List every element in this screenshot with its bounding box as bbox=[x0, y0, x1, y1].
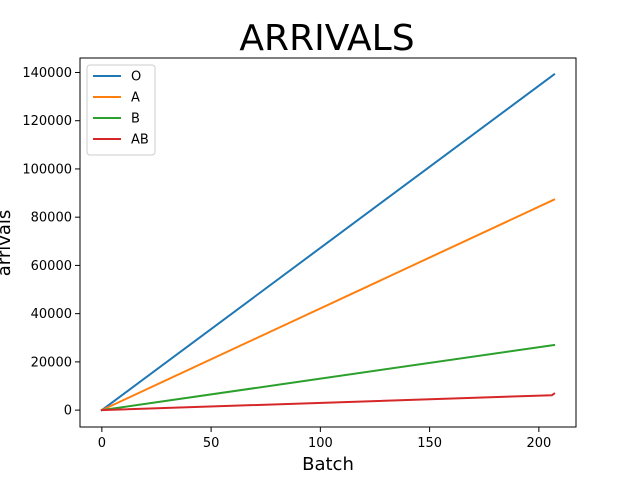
legend-label: AB bbox=[131, 133, 149, 148]
y-tick-label: 140000 bbox=[22, 66, 72, 81]
plot-frame bbox=[79, 57, 577, 428]
legend-label: A bbox=[131, 91, 140, 106]
x-axis-ticks: 0 50 100 150 200 bbox=[98, 427, 551, 451]
series-line-ab bbox=[100, 392, 556, 412]
x-tick-label: 150 bbox=[417, 436, 442, 451]
y-tick-label: 20000 bbox=[31, 355, 72, 370]
y-tick-label: 80000 bbox=[31, 211, 72, 226]
x-tick-label: 0 bbox=[98, 436, 106, 451]
y-tick-label: 120000 bbox=[22, 114, 72, 129]
x-tick-label: 100 bbox=[308, 436, 333, 451]
x-axis-label: Batch bbox=[302, 454, 354, 475]
series-line-b bbox=[100, 343, 556, 412]
series-layer bbox=[100, 73, 556, 412]
y-tick-label: 60000 bbox=[31, 259, 72, 274]
x-tick-label: 200 bbox=[526, 436, 551, 451]
legend-label: O bbox=[131, 70, 141, 85]
legend-box bbox=[86, 64, 156, 156]
y-tick-label: 0 bbox=[64, 404, 72, 419]
chart-title: ARRIVALS bbox=[239, 18, 414, 59]
legend-label: B bbox=[131, 112, 140, 127]
x-tick-label: 50 bbox=[203, 436, 220, 451]
y-axis-ticks: 0 20000 40000 60000 80000 100000 120000 140000 bbox=[22, 66, 80, 419]
plot-area bbox=[79, 57, 577, 428]
series-line-o bbox=[100, 73, 556, 412]
y-axis-label: arrivals bbox=[0, 210, 15, 277]
series-line-a bbox=[100, 198, 556, 412]
y-tick-label: 100000 bbox=[22, 162, 72, 177]
y-tick-label: 40000 bbox=[31, 307, 72, 322]
